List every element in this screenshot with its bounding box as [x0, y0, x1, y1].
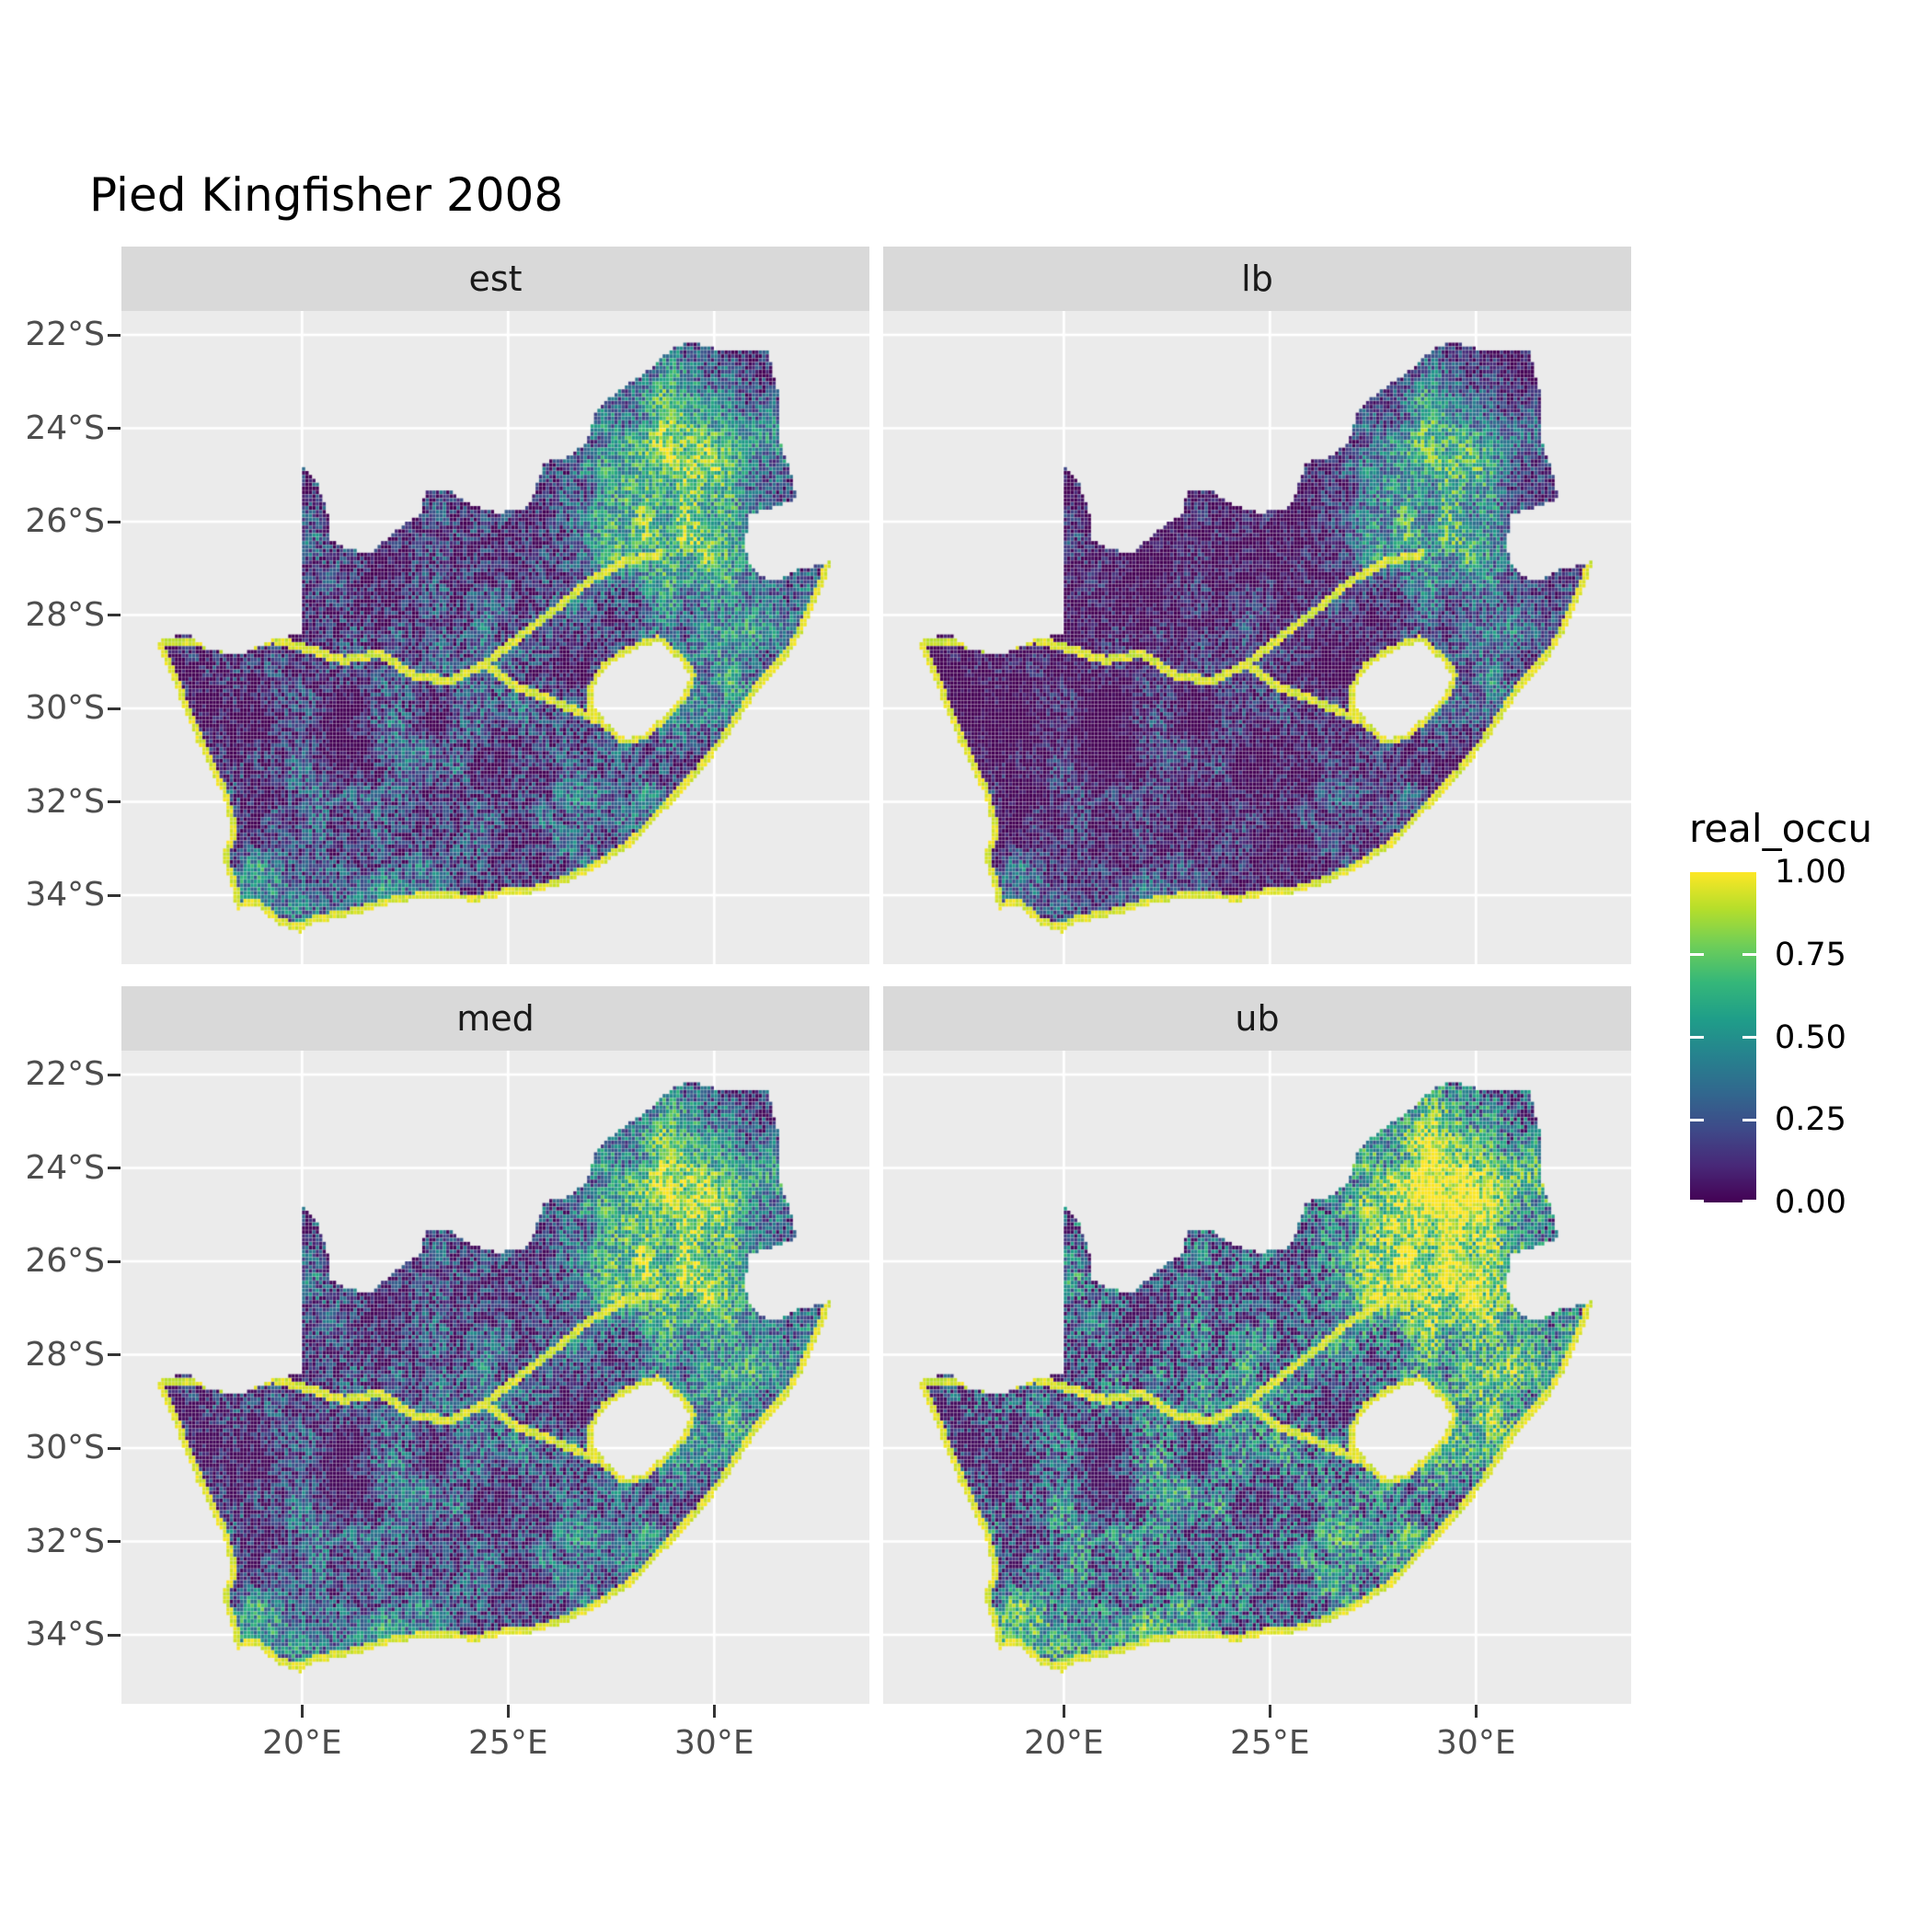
legend-tick-mark — [1690, 953, 1704, 957]
facet-panel-ub — [883, 1051, 1631, 1704]
facet-strip-label-lb: lb — [1241, 259, 1273, 299]
facet-strip-lb: lb — [883, 247, 1631, 311]
facet-strip-est: est — [121, 247, 869, 311]
legend-tick-mark — [1690, 1200, 1704, 1202]
legend-tick-mark — [1742, 953, 1756, 957]
x-tick-mark — [1268, 1705, 1271, 1718]
y-tick-label: 34°S — [25, 876, 105, 914]
y-tick-mark — [108, 1633, 121, 1637]
y-tick-mark — [108, 1073, 121, 1076]
y-tick-mark — [108, 1446, 121, 1450]
y-tick-mark — [108, 800, 121, 803]
x-tick-mark — [1474, 1705, 1478, 1718]
facet-strip-label-est: est — [468, 259, 523, 299]
facet-panel-lb — [883, 311, 1631, 964]
y-tick-label: 30°S — [25, 1429, 105, 1466]
facet-strip-ub: ub — [883, 986, 1631, 1051]
facet-panel-est — [121, 311, 869, 964]
legend-tick-label: 0.75 — [1775, 936, 1846, 973]
y-tick-mark — [108, 1353, 121, 1356]
legend-tick-label: 1.00 — [1775, 854, 1846, 891]
y-tick-mark — [108, 614, 121, 616]
y-tick-mark — [108, 707, 121, 710]
x-tick-mark — [506, 1705, 510, 1718]
y-tick-label: 28°S — [25, 1335, 105, 1374]
y-tick-mark — [108, 893, 121, 897]
legend-tick-label: 0.00 — [1775, 1184, 1846, 1221]
y-tick-mark — [108, 1540, 121, 1543]
y-tick-mark — [108, 333, 121, 337]
x-tick-label: 25°E — [468, 1724, 548, 1762]
y-tick-mark — [108, 427, 121, 430]
legend-tick-mark — [1742, 1036, 1756, 1039]
facet-strip-med: med — [121, 986, 869, 1051]
facet-panel-med — [121, 1051, 869, 1704]
x-tick-mark — [1062, 1705, 1065, 1718]
y-tick-label: 30°S — [25, 689, 105, 727]
y-tick-label: 22°S — [25, 1055, 105, 1093]
facet-strip-label-ub: ub — [1235, 998, 1280, 1039]
y-tick-label: 26°S — [25, 1242, 105, 1280]
legend-title: real_occu — [1689, 806, 1873, 851]
y-tick-mark — [108, 1259, 121, 1263]
legend-tick-mark — [1742, 1118, 1756, 1121]
x-tick-label: 30°E — [674, 1724, 754, 1762]
y-tick-label: 32°S — [25, 782, 105, 821]
x-tick-label: 20°E — [1024, 1724, 1104, 1762]
x-tick-label: 30°E — [1436, 1724, 1516, 1762]
legend-tick-label: 0.25 — [1775, 1101, 1846, 1139]
y-tick-mark — [108, 1167, 121, 1169]
x-tick-mark — [300, 1705, 304, 1718]
facet-strip-label-med: med — [456, 998, 535, 1039]
legend-tick-label: 0.50 — [1775, 1018, 1846, 1056]
plot-title: Pied Kingfisher 2008 — [89, 168, 564, 222]
x-tick-label: 25°E — [1230, 1724, 1310, 1762]
y-tick-label: 28°S — [25, 595, 105, 634]
legend: real_occu 1.00 0.75 0.50 0.25 0.00 — [1684, 806, 1932, 1266]
y-tick-label: 22°S — [25, 316, 105, 353]
x-tick-mark — [712, 1705, 716, 1718]
y-tick-label: 32°S — [25, 1522, 105, 1560]
x-tick-label: 20°E — [262, 1724, 342, 1762]
y-tick-label: 34°S — [25, 1616, 105, 1653]
legend-tick-mark — [1742, 1200, 1756, 1202]
y-tick-mark — [108, 520, 121, 523]
y-tick-label: 24°S — [25, 1148, 105, 1187]
y-tick-label: 26°S — [25, 502, 105, 540]
legend-tick-mark — [1690, 1036, 1704, 1039]
legend-tick-mark — [1690, 1118, 1704, 1121]
y-tick-label: 24°S — [25, 408, 105, 447]
